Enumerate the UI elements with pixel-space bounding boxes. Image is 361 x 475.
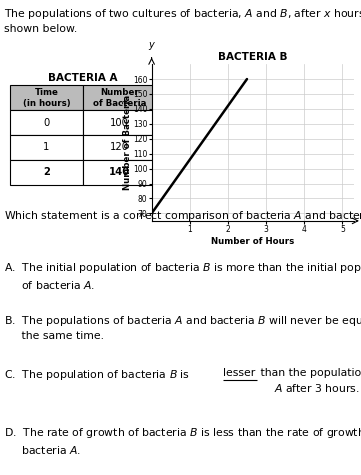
Bar (83, 135, 156, 160)
Bar (83, 86, 156, 110)
Bar (83, 160, 156, 185)
Text: 100: 100 (110, 118, 129, 128)
Bar (10, 110, 83, 135)
Bar (10, 135, 83, 160)
Text: Which statement is a correct comparison of bacteria $A$ and bacteria $B$?: Which statement is a correct comparison … (4, 209, 361, 223)
Text: The populations of two cultures of bacteria, $A$ and $B$, after $x$ hours are
sh: The populations of two cultures of bacte… (4, 7, 361, 34)
Bar (10, 160, 83, 185)
Text: than the population of bacteria
     $A$ after 3 hours.: than the population of bacteria $A$ afte… (257, 368, 361, 394)
Text: A.  The initial population of bacteria $B$ is more than the initial population
 : A. The initial population of bacteria $B… (4, 261, 361, 291)
Text: 120: 120 (110, 142, 129, 152)
Text: B.  The populations of bacteria $A$ and bacteria $B$ will never be equal at
    : B. The populations of bacteria $A$ and b… (4, 314, 361, 342)
Text: 140: 140 (109, 167, 130, 177)
Text: 1: 1 (43, 142, 50, 152)
Text: lesser: lesser (223, 368, 256, 378)
Bar (83, 110, 156, 135)
Text: C.  The population of bacteria $B$ is: C. The population of bacteria $B$ is (4, 368, 194, 382)
X-axis label: Number of Hours: Number of Hours (211, 237, 294, 246)
Text: 0: 0 (43, 118, 49, 128)
Text: BACTERIA A: BACTERIA A (48, 73, 118, 83)
Text: $y$: $y$ (148, 39, 156, 52)
Text: Number
of Bacteria: Number of Bacteria (93, 88, 146, 107)
Title: BACTERIA B: BACTERIA B (218, 52, 287, 62)
Text: Time
(in hours): Time (in hours) (23, 88, 70, 107)
Y-axis label: Number of Bacteria: Number of Bacteria (123, 95, 131, 190)
Text: 2: 2 (43, 167, 50, 177)
Bar (10, 86, 83, 110)
Text: D.  The rate of growth of bacteria $B$ is less than the rate of growth of
     b: D. The rate of growth of bacteria $B$ is… (4, 426, 361, 456)
